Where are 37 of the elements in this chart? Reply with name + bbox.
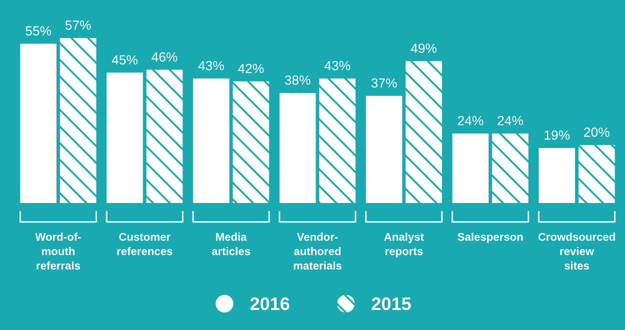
bar: [106, 72, 143, 203]
x-tick-label: Word-of- mouth referrals: [35, 232, 81, 270]
x-tick-label: Vendor- authored materials: [294, 232, 342, 270]
legend-label: 2016: [250, 297, 290, 310]
data-label: 20%: [584, 128, 610, 137]
data-label: 19%: [544, 130, 570, 140]
bar: [279, 92, 316, 203]
data-label: 42%: [238, 64, 264, 74]
bar: [146, 70, 183, 203]
x-tick-label: Analyst reports: [384, 232, 424, 258]
x-tick-label: Crowdsourced review sites: [538, 232, 615, 270]
data-label: 24%: [498, 116, 523, 126]
x-tick-label: Customer references: [117, 232, 172, 256]
bar: [406, 61, 442, 203]
bar: [366, 96, 402, 203]
data-label: 43%: [198, 60, 224, 70]
bar: [578, 145, 615, 203]
bar: [193, 78, 230, 203]
bar: [232, 81, 270, 203]
x-tick-label: Salesperson: [458, 232, 523, 244]
x-tick-label: Media articles: [212, 232, 250, 256]
data-label: 24%: [458, 116, 484, 126]
data-label: 37%: [371, 78, 397, 88]
bar: [538, 148, 576, 203]
bar: [452, 133, 489, 203]
data-label: 46%: [152, 52, 178, 62]
data-label: 57%: [65, 20, 91, 30]
data-label: 49%: [410, 44, 437, 53]
data-label: 43%: [324, 60, 350, 70]
legend-label: 2015: [372, 297, 411, 310]
bar: [319, 78, 356, 203]
data-label: 55%: [26, 26, 52, 36]
bar: [20, 44, 56, 203]
bar: [492, 133, 528, 203]
data-label: 38%: [284, 75, 310, 85]
data-label: 45%: [112, 55, 138, 65]
bar: [60, 38, 96, 203]
